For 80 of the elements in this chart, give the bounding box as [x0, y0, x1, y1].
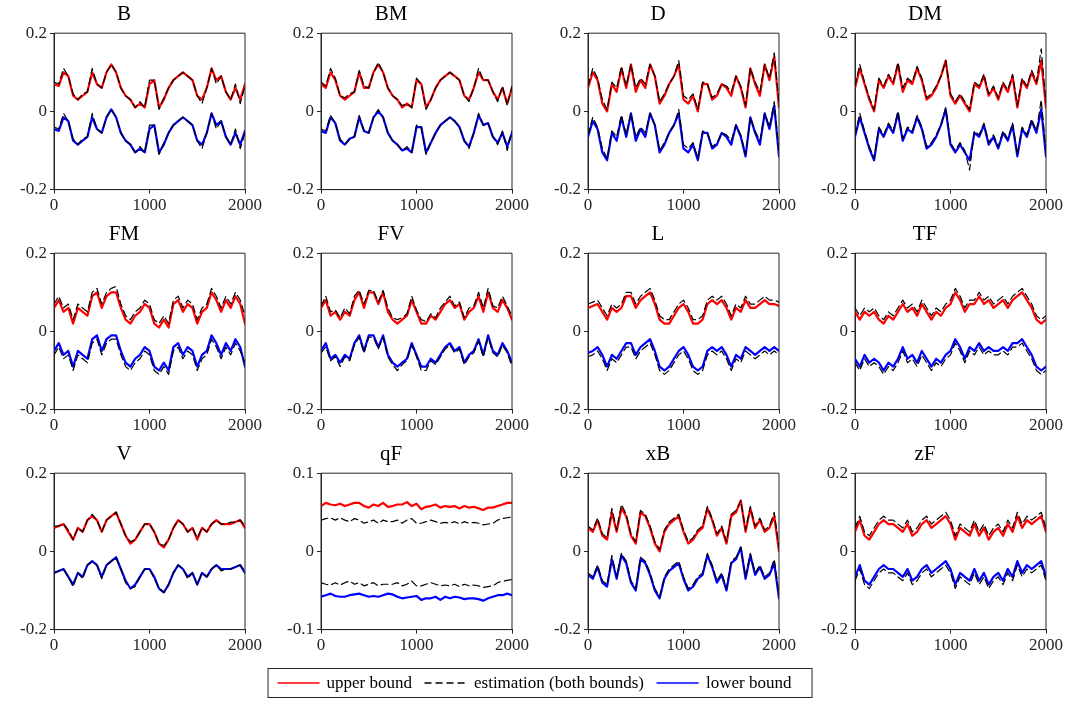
y-tick-label: -0.2	[821, 399, 848, 419]
line-series	[321, 578, 512, 588]
y-tick-label: -0.2	[554, 399, 581, 419]
y-tick-label: 0	[38, 100, 47, 120]
y-tick-label: 0	[305, 100, 314, 120]
y-tick-label: 0	[572, 320, 581, 340]
x-tick-label: 2000	[762, 635, 796, 655]
chart-title: qF	[379, 441, 403, 466]
x-tick-label: 1000	[132, 415, 167, 435]
x-tick-label: 2000	[228, 635, 262, 655]
x-tick-label: 1000	[132, 195, 167, 215]
y-tick-label: 0	[38, 540, 47, 560]
chart-title: zF	[914, 441, 936, 466]
legend-label: estimation (both bounds)	[474, 673, 644, 693]
x-tick-label: 1000	[666, 195, 701, 215]
chart-title: B	[116, 1, 132, 26]
y-tick-label: 0	[38, 320, 47, 340]
x-tick-label: 2000	[228, 195, 262, 215]
y-tick-label: -0.2	[554, 619, 581, 639]
x-tick-label: 1000	[933, 195, 968, 215]
y-tick-label: -0.2	[821, 179, 848, 199]
y-tick-label: 0	[572, 540, 581, 560]
x-tick-label: 1000	[399, 635, 434, 655]
x-tick-label: 2000	[762, 415, 796, 435]
line-series	[855, 48, 1046, 111]
y-tick-label: 0.2	[559, 242, 581, 262]
x-tick-label: 1000	[666, 635, 701, 655]
y-tick-label: 0.2	[292, 22, 314, 42]
y-tick-label: 0.2	[826, 242, 848, 262]
chart-title: BM	[374, 1, 408, 26]
x-tick-label: 2000	[1029, 415, 1063, 435]
y-tick-label: -0.1	[287, 619, 314, 639]
line-series	[855, 99, 1046, 171]
y-tick-label: -0.2	[20, 179, 47, 199]
y-tick-label: -0.2	[20, 399, 47, 419]
x-tick-label: 2000	[762, 195, 796, 215]
x-tick-label: 1000	[666, 415, 701, 435]
y-tick-label: -0.2	[20, 619, 47, 639]
x-tick-label: 1000	[933, 415, 968, 435]
legend-label: lower bound	[705, 673, 792, 693]
chart-title: V	[116, 441, 132, 466]
y-tick-label: -0.2	[821, 619, 848, 639]
chart-title: D	[650, 1, 666, 26]
y-tick-label: 0.2	[25, 462, 47, 482]
x-tick-label: 2000	[495, 195, 529, 215]
y-tick-label: 0	[572, 100, 581, 120]
y-tick-label: 0.2	[292, 242, 314, 262]
y-tick-label: 0	[305, 540, 314, 560]
y-tick-label: -0.2	[287, 179, 314, 199]
y-tick-label: 0.2	[559, 22, 581, 42]
y-tick-label: 0.2	[559, 462, 581, 482]
x-tick-label: 2000	[1029, 635, 1063, 655]
x-tick-label: 1000	[399, 415, 434, 435]
line-series	[54, 285, 245, 325]
y-tick-label: 0	[839, 540, 848, 560]
line-series	[321, 516, 512, 526]
x-tick-label: 2000	[228, 415, 262, 435]
legend-label: upper bound	[326, 673, 413, 693]
x-tick-label: 1000	[399, 195, 434, 215]
y-tick-label: 0	[839, 320, 848, 340]
chart-title: L	[651, 221, 665, 246]
y-tick-label: 0	[839, 100, 848, 120]
x-tick-label: 2000	[495, 635, 529, 655]
x-tick-label: 2000	[495, 415, 529, 435]
x-tick-label: 1000	[933, 635, 968, 655]
y-tick-label: 0.2	[25, 242, 47, 262]
x-tick-label: 2000	[1029, 195, 1063, 215]
x-tick-label: 1000	[132, 635, 167, 655]
chart-title: TF	[912, 221, 938, 246]
y-tick-label: -0.2	[287, 399, 314, 419]
y-tick-label: 0.2	[826, 22, 848, 42]
y-tick-label: 0.1	[292, 462, 314, 482]
y-tick-label: 0	[305, 320, 314, 340]
chart-title: FM	[108, 221, 140, 246]
chart-title: FV	[377, 221, 405, 246]
y-tick-label: 0.2	[826, 462, 848, 482]
chart-title: xB	[645, 441, 671, 466]
y-tick-label: -0.2	[554, 179, 581, 199]
chart-title: DM	[908, 1, 943, 26]
y-tick-label: 0.2	[25, 22, 47, 42]
